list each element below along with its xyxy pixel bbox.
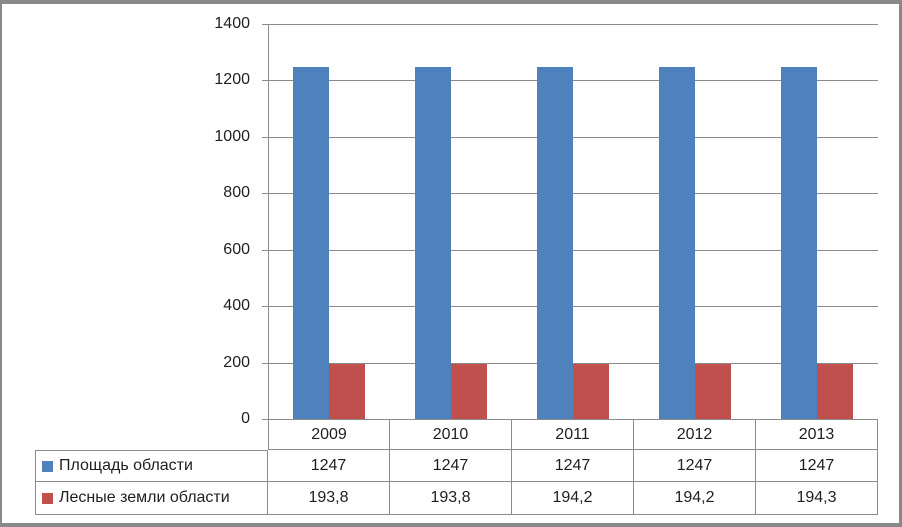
gridline-400 — [268, 306, 878, 307]
value-cell-2009-series1: 1247 — [268, 450, 390, 482]
value-cell-2012-series1: 1247 — [634, 450, 756, 482]
value-cell-2009-series2: 193,8 — [268, 482, 390, 515]
value-cell-2013-series2: 194,3 — [756, 482, 878, 515]
bar-series2-2011 — [573, 364, 609, 419]
y-axis-label: 1400 — [214, 15, 250, 32]
y-axis-line — [268, 24, 269, 419]
gridline-1400 — [268, 24, 878, 25]
bar-chart: 0 200 400 600 800 1000 1200 1400 2009 2010 2011 201… — [2, 4, 899, 523]
y-axis-tick-1200 — [262, 80, 268, 81]
gridline-200 — [268, 363, 878, 364]
year-cell-2009: 2009 — [268, 419, 390, 450]
year-cell-2011: 2011 — [512, 419, 634, 450]
legend-swatch-icon — [42, 492, 53, 504]
y-axis-tick-600 — [262, 250, 268, 251]
y-axis-tick-400 — [262, 306, 268, 307]
year-cell-2010: 2010 — [390, 419, 512, 450]
gridline-1200 — [268, 80, 878, 81]
y-axis-label: 0 — [241, 410, 250, 427]
bar-series1-2011 — [537, 67, 573, 419]
bar-series2-2013 — [817, 364, 853, 419]
legend-label-cell: Лесные земли области — [35, 482, 268, 515]
y-axis-tick-0 — [262, 419, 268, 420]
y-axis-label: 400 — [223, 297, 250, 314]
value-cell-2010-series2: 193,8 — [390, 482, 512, 515]
data-table-years-row: 2009 2010 2011 2012 2013 — [268, 419, 878, 450]
y-axis-tick-1000 — [262, 137, 268, 138]
legend-label-cell: Площадь области — [35, 450, 268, 482]
bar-series1-2012 — [659, 67, 695, 419]
data-table-series-row-1: Площадь области 1247 1247 1247 1247 1247 — [35, 450, 878, 482]
y-axis-label: 600 — [223, 241, 250, 258]
y-axis-label: 800 — [223, 184, 250, 201]
gridline-600 — [268, 250, 878, 251]
y-axis-tick-800 — [262, 193, 268, 194]
value-cell-2012-series2: 194,2 — [634, 482, 756, 515]
bar-series2-2012 — [695, 364, 731, 419]
bar-series1-2013 — [781, 67, 817, 419]
bar-series1-2010 — [415, 67, 451, 419]
legend-swatch-icon — [42, 460, 53, 472]
bar-series2-2010 — [451, 364, 487, 419]
gridline-1000 — [268, 137, 878, 138]
value-cell-2011-series1: 1247 — [512, 450, 634, 482]
gridline-800 — [268, 193, 878, 194]
value-cell-2013-series1: 1247 — [756, 450, 878, 482]
bar-series1-2009 — [293, 67, 329, 419]
y-axis-tick-200 — [262, 363, 268, 364]
y-axis-label: 200 — [223, 354, 250, 371]
y-axis-tick-1400 — [262, 24, 268, 25]
year-cell-2012: 2012 — [634, 419, 756, 450]
y-axis-label: 1000 — [214, 128, 250, 145]
bar-series2-2009 — [329, 364, 365, 419]
series-name: Площадь области — [59, 457, 193, 474]
value-cell-2011-series2: 194,2 — [512, 482, 634, 515]
series-name: Лесные земли области — [59, 489, 230, 506]
value-cell-2010-series1: 1247 — [390, 450, 512, 482]
data-table-series-row-2: Лесные земли области 193,8 193,8 194,2 194,2… — [35, 482, 878, 515]
year-cell-2013: 2013 — [756, 419, 878, 450]
y-axis-label: 1200 — [214, 71, 250, 88]
